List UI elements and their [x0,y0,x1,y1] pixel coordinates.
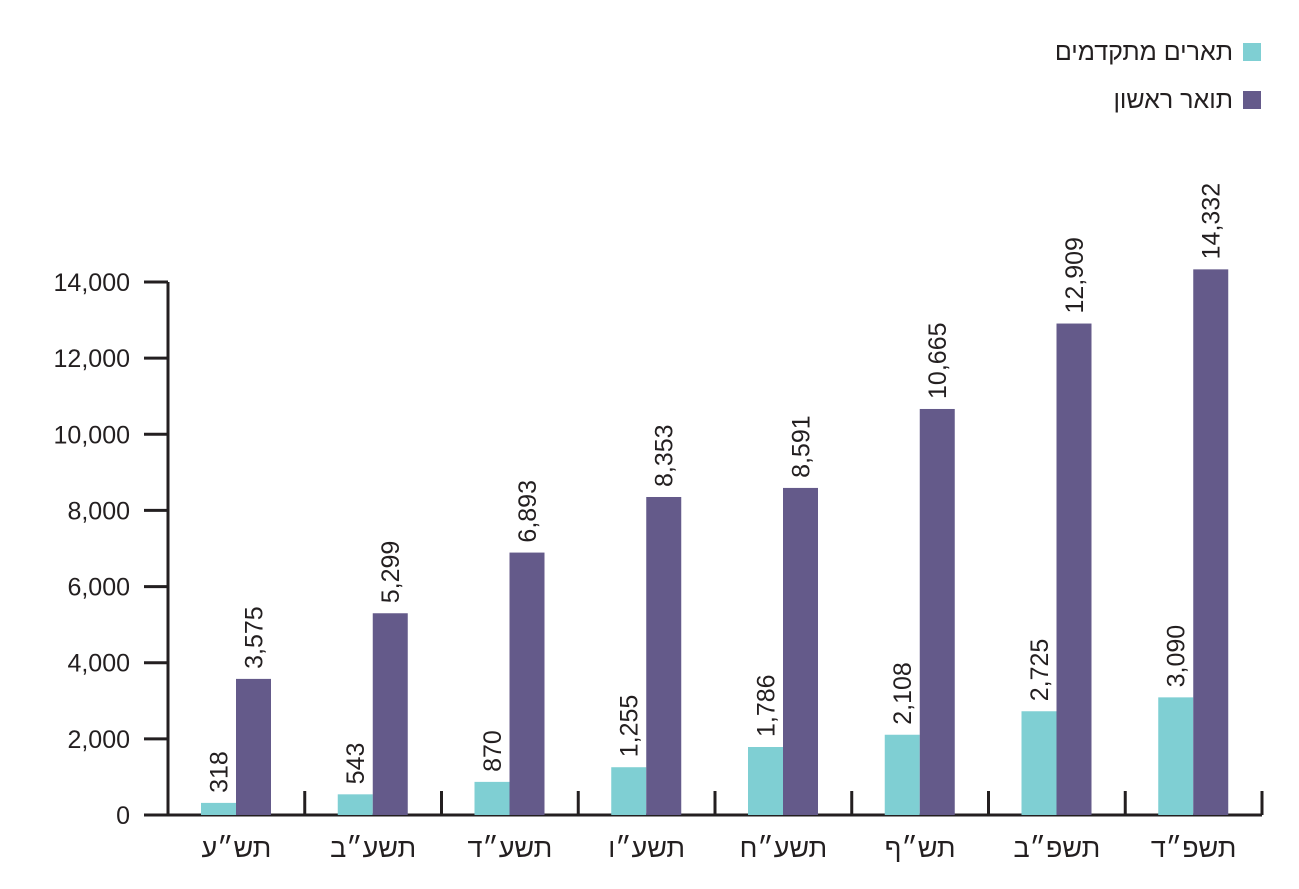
y-tick-label: 0 [116,802,130,830]
data-label: 6,893 [514,480,542,543]
x-tick-label: תשע״ח [740,833,828,863]
x-tick-label: תשפ״ד [1151,833,1237,863]
data-label: 1,255 [616,695,644,758]
x-axis: תש״ע תשע״ב תשע״ד תשע״ו תשע״ח תש״ף תשפ״ב תשפ״ד [144,791,1264,863]
data-label: 14,332 [1198,183,1226,259]
data-label: 10,665 [924,322,952,398]
x-tick-label: תשע״ד [467,833,552,863]
bar-advanced-degrees [1158,697,1194,815]
legend-label-bachelor: תואר ראשון [1113,85,1233,114]
data-label: 3,090 [1163,625,1191,688]
data-labels: 318 3,575 543 5,299 870 6,893 1,255 8,353 1,786 8… [206,183,1226,793]
data-label: 870 [479,730,507,772]
bar-bachelor [1193,269,1229,815]
bar-advanced-degrees [1021,711,1057,815]
bar-advanced-degrees [337,794,373,815]
data-label: 8,353 [651,424,679,487]
bar-bachelor [372,613,408,815]
x-tick-label: תשפ״ב [1014,833,1101,863]
data-label: 8,591 [788,415,816,478]
bar-bachelor [783,487,818,815]
data-label: 318 [206,751,234,793]
data-label: 3,575 [241,606,269,669]
data-label: 2,725 [1026,639,1054,702]
bar-bachelor [919,408,955,815]
bar-advanced-degrees [748,747,783,815]
bar-bachelor [646,496,682,815]
legend-item-advanced-degrees: תארים מתקדמים [1055,34,1261,70]
bar-advanced-degrees [611,767,647,815]
legend-item-bachelor: תואר ראשון [1055,82,1261,118]
bar-bachelor [236,678,271,815]
legend: תארים מתקדמים תואר ראשון [1055,34,1261,130]
bar-advanced-degrees [474,781,510,815]
y-tick-label: 12,000 [54,345,130,373]
x-tick-label: תשע״ב [330,833,416,863]
data-label: 12,909 [1061,237,1089,313]
bar-advanced-degrees [884,734,920,815]
y-tick-label: 14,000 [54,269,130,297]
x-tick-label: תש״ף [885,833,956,863]
y-tick-label: 6,000 [67,574,130,602]
legend-swatch-bachelor [1243,91,1261,109]
x-tick-label: תש״ע [201,833,271,863]
legend-label-advanced-degrees: תארים מתקדמים [1054,37,1233,66]
y-tick-label: 10,000 [54,421,130,449]
bar-bachelor [509,552,545,815]
legend-swatch-advanced-degrees [1243,43,1261,61]
data-label: 1,786 [753,674,781,737]
bar-advanced-degrees [201,802,236,815]
y-tick-label: 2,000 [67,726,130,754]
data-label: 5,299 [377,541,405,604]
data-label: 2,108 [889,662,917,725]
y-tick-label: 8,000 [67,497,130,525]
y-axis: 0 2,000 4,000 6,000 8,000 10,000 12,000 14,000 [54,269,170,830]
data-label: 543 [342,743,370,785]
y-tick-label: 4,000 [67,650,130,678]
bar-bachelor [1056,323,1092,815]
bars [201,269,1229,815]
x-tick-label: תשע״ו [608,833,685,863]
